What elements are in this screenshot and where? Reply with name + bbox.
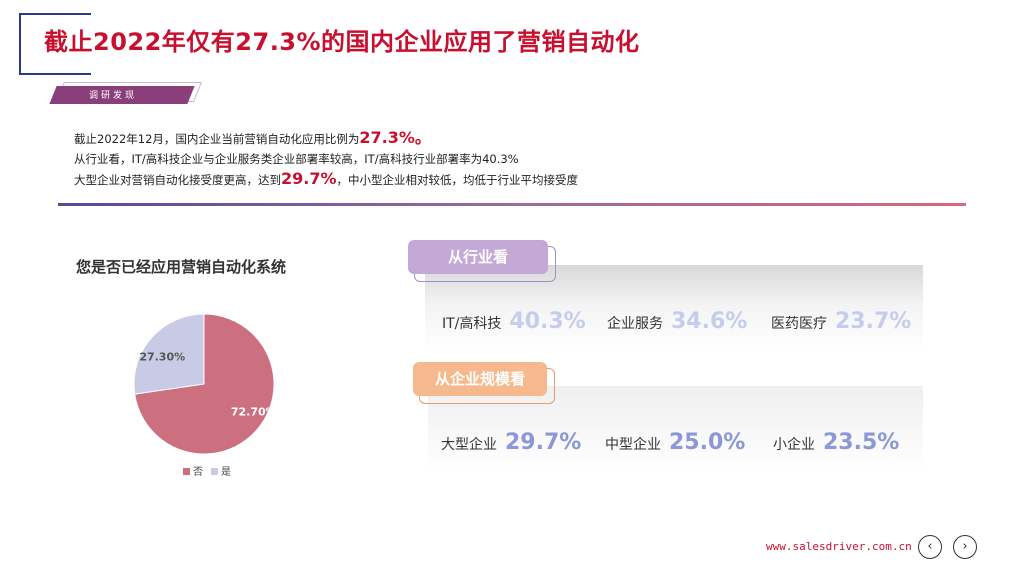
next-slide-icon[interactable]: ›: [953, 535, 977, 559]
scale-stat-large: 大型企业 29.7%: [441, 430, 581, 455]
summary-highlight-27: 27.3%。: [359, 128, 431, 147]
title-bracket-decoration: [19, 13, 91, 75]
section-tag-label: 调研发现: [89, 91, 138, 101]
scale-stat-small-label: 小企业: [773, 437, 815, 453]
footer-url[interactable]: www.salesdriver.com.cn: [766, 540, 912, 553]
industry-stat-service-label: 企业服务: [607, 316, 663, 332]
scale-stat-medium-value: 25.0%: [669, 430, 746, 455]
legend-swatch-yes: [211, 468, 218, 475]
page-title: 截止2022年仅有27.3%的国内企业应用了营销自动化: [44, 28, 640, 56]
chart-legend: 否 是: [183, 463, 231, 478]
industry-stat-service: 企业服务 34.6%: [607, 309, 747, 334]
scale-stat-medium-label: 中型企业: [605, 437, 661, 453]
scale-badge: 从企业规模看: [413, 362, 547, 396]
pie-label-no: 72.70%: [231, 405, 277, 418]
pie-chart: 72.70% 27.30%: [133, 313, 277, 455]
section-divider: [58, 203, 966, 206]
legend-swatch-no: [183, 468, 190, 475]
industry-panel: [425, 265, 923, 351]
summary-line-1: 截止2022年12月，国内企业当前营销自动化应用比例为27.3%。: [74, 128, 578, 149]
industry-stat-it-label: IT/高科技: [442, 316, 502, 332]
legend-item-no: 否: [183, 463, 203, 478]
prev-slide-icon[interactable]: ‹: [918, 535, 942, 559]
industry-stat-medical-label: 医药医疗: [771, 316, 827, 332]
summary-line-3: 大型企业对营销自动化接受度更高，达到29.7%，中小型企业相对较低，均低于行业平…: [74, 169, 578, 190]
summary-text: 截止2022年12月，国内企业当前营销自动化应用比例为27.3%。 从行业看，I…: [74, 128, 578, 190]
pie-slice-yes: [133, 313, 205, 395]
scale-stat-large-label: 大型企业: [441, 437, 497, 453]
scale-stat-medium: 中型企业 25.0%: [605, 430, 745, 455]
pie-label-yes: 27.30%: [139, 351, 185, 364]
industry-stat-it: IT/高科技 40.3%: [442, 309, 586, 334]
scale-panel: [428, 386, 923, 472]
summary-line-2: 从行业看，IT/高科技企业与企业服务类企业部署率较高，IT/高科技行业部署率为4…: [74, 152, 519, 166]
industry-stat-medical-value: 23.7%: [835, 309, 912, 334]
industry-badge: 从行业看: [408, 240, 548, 274]
legend-label-yes: 是: [221, 467, 231, 478]
summary-line-3-suffix: ，中小型企业相对较低，均低于行业平均接受度: [336, 173, 579, 187]
summary-line-3-prefix: 大型企业对营销自动化接受度更高，达到: [74, 173, 281, 187]
scale-stat-large-value: 29.7%: [505, 430, 582, 455]
summary-highlight-29: 29.7%: [281, 169, 337, 188]
scale-stat-small: 小企业 23.5%: [773, 430, 899, 455]
industry-stat-it-value: 40.3%: [509, 309, 586, 334]
industry-stat-service-value: 34.6%: [671, 309, 748, 334]
legend-label-no: 否: [193, 467, 203, 478]
industry-stat-medical: 医药医疗 23.7%: [771, 309, 911, 334]
legend-item-yes: 是: [211, 463, 231, 478]
scale-stat-small-value: 23.5%: [823, 430, 900, 455]
chart-title: 您是否已经应用营销自动化系统: [76, 258, 287, 276]
summary-line-1-text: 截止2022年12月，国内企业当前营销自动化应用比例为: [74, 132, 360, 146]
